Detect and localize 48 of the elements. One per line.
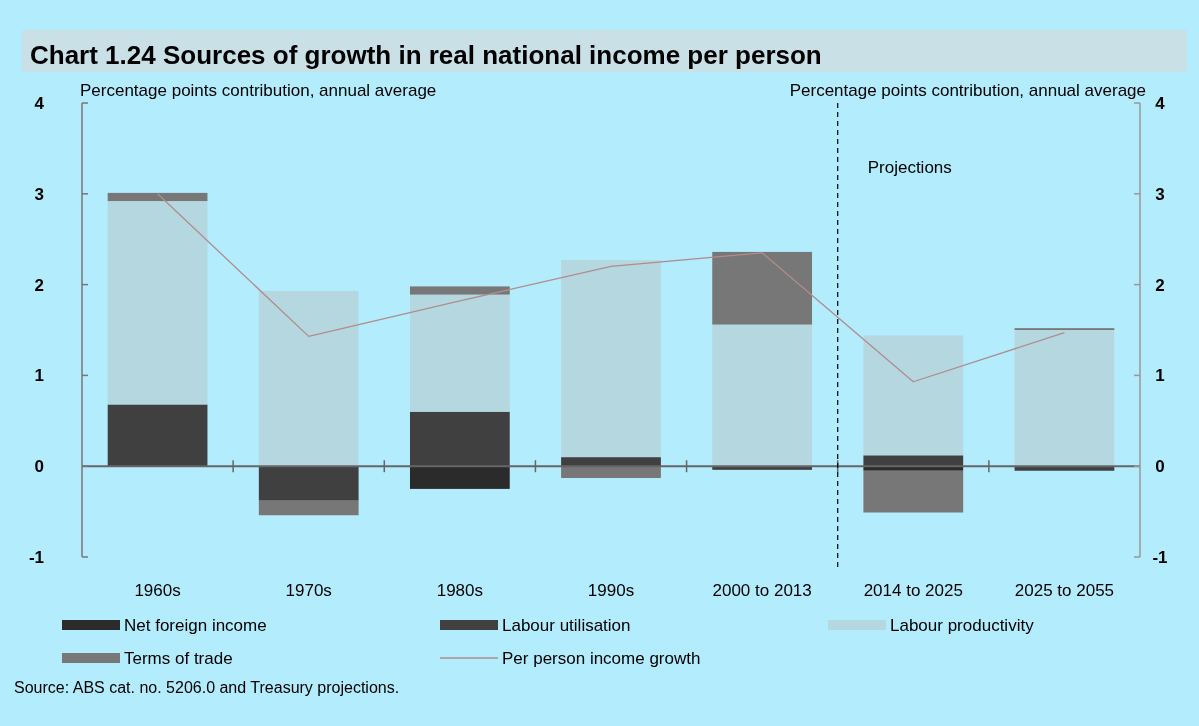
bar [409, 411, 510, 467]
bar [712, 251, 813, 325]
bar [863, 335, 964, 456]
bar [561, 260, 661, 458]
y-tick-label: 4 [34, 94, 45, 113]
x-tick-label: 1960s [134, 581, 181, 600]
bar [258, 500, 359, 516]
bar [409, 286, 510, 295]
x-tick-label: 1970s [285, 581, 332, 600]
y-tick-label: -1 [28, 548, 44, 567]
bar [409, 466, 510, 489]
bar [258, 466, 359, 501]
legend-label: Terms of trade [124, 649, 233, 668]
line-series [156, 193, 1066, 383]
y2-tick-label: 2 [1155, 275, 1165, 295]
x-tick-label: 1990s [587, 581, 635, 600]
y-axis-title: Percentage points contribution, annual average [80, 81, 437, 100]
x-tick-label: 2014 to 2025 [863, 581, 963, 600]
y2-tick-label: -1 [1152, 548, 1168, 567]
bar [1014, 330, 1115, 467]
chart-title: Chart 1.24 Sources of growth in real national income per person [30, 40, 822, 70]
legend-label: Labour productivity [890, 616, 1035, 635]
legend-label: Per person income growth [502, 649, 701, 668]
y-tick-label: 1 [34, 366, 44, 386]
bar [107, 201, 208, 405]
bar [409, 294, 510, 412]
legend-label: Net foreign income [124, 616, 267, 635]
bar [561, 466, 661, 478]
source-note: Source: ABS cat. no. 5206.0 and Treasury projections. [14, 679, 400, 696]
y2-tick-label: 3 [1155, 184, 1165, 204]
y-tick-label: 2 [34, 275, 44, 295]
y2-axis-title: Percentage points contribution, annual average [789, 81, 1146, 100]
bar [258, 290, 359, 467]
bar [107, 404, 208, 467]
y-tick-label: 0 [34, 457, 44, 477]
y2-tick-label: 4 [1155, 94, 1166, 113]
bar [863, 470, 964, 513]
legend-label: Labour utilisation [502, 616, 631, 635]
annotation: Projections [867, 158, 952, 177]
x-tick-label: 2000 to 2013 [712, 581, 812, 600]
y2-tick-label: 0 [1155, 457, 1165, 477]
x-tick-label: 2025 to 2055 [1014, 581, 1115, 600]
x-tick-label: 1980s [436, 581, 484, 600]
bar [107, 192, 208, 202]
y-tick-label: 3 [34, 184, 44, 204]
bar [863, 455, 964, 467]
bar [712, 324, 813, 467]
y2-tick-label: 1 [1155, 366, 1165, 386]
